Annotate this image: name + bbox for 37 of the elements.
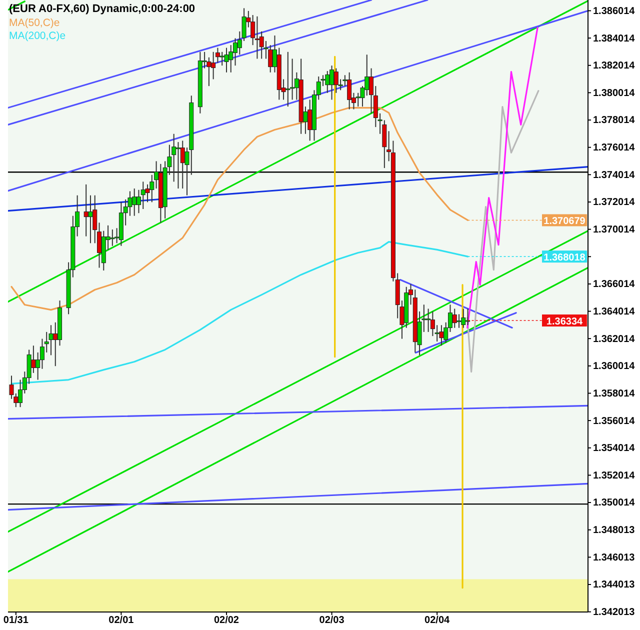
- x-tick-label: 02/03: [319, 615, 345, 626]
- y-tick-label: 1.364014: [593, 306, 636, 318]
- y-tick-label: 1.376014: [593, 142, 636, 154]
- y-tick-label: 1.360014: [593, 361, 636, 372]
- candlestick: [456, 314, 462, 328]
- y-tick-label: 1.380014: [593, 88, 636, 99]
- y-tick-label: 1.384014: [593, 33, 636, 44]
- x-tick-label: 02/01: [108, 615, 134, 626]
- y-tick-label: 1.370014: [593, 224, 636, 236]
- y-tick-label: 1.352014: [593, 470, 636, 482]
- x-tick-label: 01/31: [3, 615, 29, 626]
- x-tick-label: 02/04: [424, 615, 450, 626]
- y-tick-label: 1.346013: [593, 552, 636, 564]
- y-tick-label: 1.372014: [593, 197, 636, 208]
- candlestick: [452, 308, 457, 328]
- y-tick-label: 1.348013: [593, 525, 636, 536]
- y-tick-label: 1.378014: [593, 115, 636, 126]
- x-tick-label: 02/02: [214, 615, 240, 626]
- y-tick-label: 1.354014: [593, 443, 636, 454]
- y-tick-label: 1.358014: [593, 388, 636, 400]
- y-tick-label: 1.386014: [593, 6, 636, 17]
- chart-title: (EUR A0-FX,60) Dynamic,0:00-24:00: [9, 3, 196, 15]
- annotation: 1.368018: [544, 252, 586, 264]
- candlestick: [88, 194, 93, 244]
- y-tick-label: 1.350014: [593, 498, 636, 509]
- y-tick-label: 1.362014: [593, 334, 636, 345]
- y-tick-label: 1.374014: [593, 170, 636, 181]
- candlestick: [439, 324, 444, 346]
- y-tick-label: 1.356014: [593, 416, 636, 427]
- text: MA(200,C)e: [9, 30, 66, 42]
- y-tick-label: 1.342013: [593, 607, 636, 618]
- annotation: 1.370679: [544, 216, 586, 228]
- annotation: 1.36334: [546, 316, 584, 328]
- y-tick-label: 1.344013: [593, 580, 636, 591]
- text: MA(50,C)e: [9, 17, 60, 29]
- y-tick-label: 1.366014: [593, 279, 636, 290]
- y-tick-label: 1.382014: [593, 60, 636, 72]
